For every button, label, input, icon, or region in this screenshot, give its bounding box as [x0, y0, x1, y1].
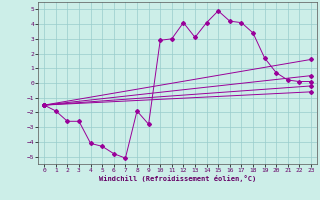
X-axis label: Windchill (Refroidissement éolien,°C): Windchill (Refroidissement éolien,°C) — [99, 175, 256, 182]
